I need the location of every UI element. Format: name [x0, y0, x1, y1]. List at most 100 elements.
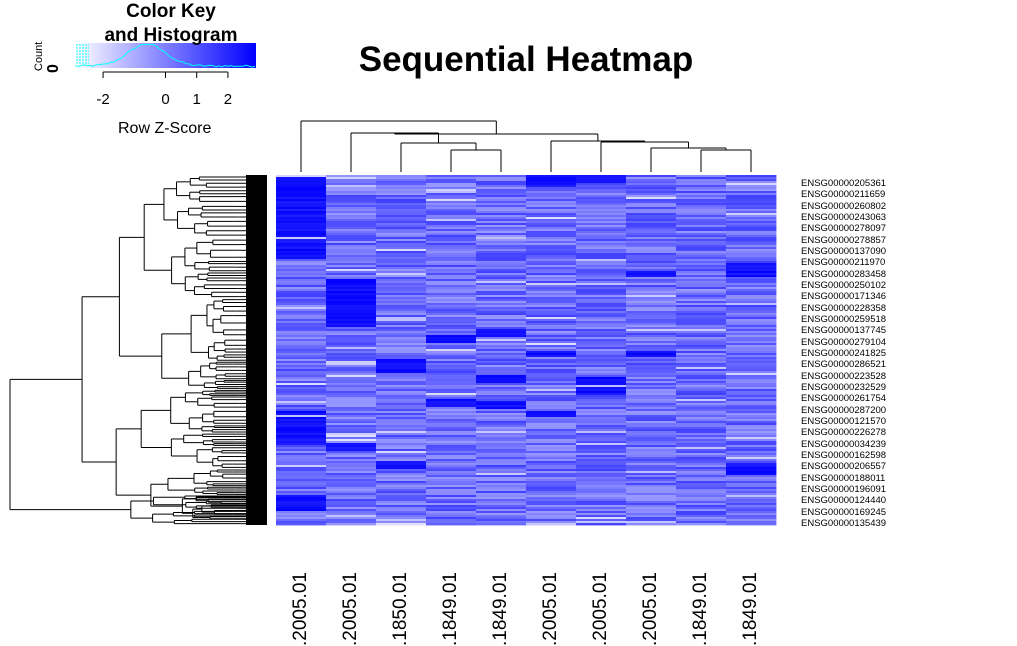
- heatmap-cell: [526, 461, 577, 464]
- heatmap-cell: [676, 483, 727, 486]
- heatmap-cell: [626, 323, 677, 326]
- heatmap-cell: [576, 255, 627, 258]
- heatmap-cell: [276, 427, 327, 430]
- heatmap-cell: [376, 287, 427, 290]
- heatmap-cell: [426, 333, 477, 336]
- heatmap-cell: [476, 289, 527, 292]
- heatmap-cell: [676, 459, 727, 462]
- heatmap-cell: [576, 229, 627, 232]
- heatmap-cell: [476, 265, 527, 268]
- heatmap-cell: [526, 349, 577, 352]
- heatmap-cell: [676, 335, 727, 338]
- heatmap-cell: [726, 463, 777, 466]
- heatmap-cell: [526, 269, 577, 272]
- heatmap-cell: [476, 421, 527, 424]
- heatmap-cell: [726, 313, 777, 316]
- heatmap-cell: [326, 263, 377, 266]
- heatmap-cell: [276, 463, 327, 466]
- heatmap-cell: [476, 427, 527, 430]
- heatmap-cell: [526, 293, 577, 296]
- heatmap-cell: [676, 429, 727, 432]
- heatmap-cell: [576, 249, 627, 252]
- heatmap-cell: [726, 467, 777, 470]
- heatmap-cell: [576, 361, 627, 364]
- heatmap-cell: [626, 179, 677, 182]
- heatmap-cell: [726, 315, 777, 318]
- heatmap-cell: [526, 425, 577, 428]
- heatmap-cell: [326, 399, 377, 402]
- heatmap-cell: [576, 197, 627, 200]
- heatmap-cell: [726, 359, 777, 362]
- row-label: ENSG00000162598: [801, 449, 887, 461]
- heatmap-cell: [726, 369, 777, 372]
- heatmap-cell: [426, 363, 477, 366]
- heatmap-cell: [376, 349, 427, 352]
- heatmap-cell: [576, 217, 627, 220]
- heatmap-cell: [726, 251, 777, 254]
- heatmap-cell: [726, 423, 777, 426]
- heatmap-cell: [476, 229, 527, 232]
- heatmap-cell: [326, 401, 377, 404]
- heatmap-cell: [476, 287, 527, 290]
- heatmap-cell: [626, 407, 677, 410]
- heatmap-cell: [676, 463, 727, 466]
- heatmap-cell: [476, 447, 527, 450]
- heatmap-cell: [676, 325, 727, 328]
- heatmap-cell: [576, 293, 627, 296]
- heatmap-cell: [476, 369, 527, 372]
- heatmap-cell: [326, 367, 377, 370]
- heatmap-cell: [576, 417, 627, 420]
- heatmap-cell: [376, 191, 427, 194]
- heatmap-cell: [676, 417, 727, 420]
- heatmap-cell: [376, 367, 427, 370]
- heatmap-cell: [376, 495, 427, 498]
- heatmap-cell: [526, 469, 577, 472]
- heatmap-cell: [576, 473, 627, 476]
- heatmap-cell: [526, 367, 577, 370]
- heatmap-cell: [376, 237, 427, 240]
- heatmap-cell: [676, 269, 727, 272]
- heatmap-cell: [326, 283, 377, 286]
- heatmap-cell: [626, 209, 677, 212]
- heatmap-cell: [426, 393, 477, 396]
- heatmap-cell: [376, 357, 427, 360]
- heatmap-cell: [676, 511, 727, 514]
- heatmap-cell: [476, 373, 527, 376]
- heatmap-cell: [626, 251, 677, 254]
- heatmap-cell: [276, 255, 327, 258]
- heatmap-cell: [376, 285, 427, 288]
- heatmap-cell: [626, 331, 677, 334]
- heatmap-cell: [326, 425, 377, 428]
- heatmap-cell: [526, 313, 577, 316]
- heatmap-cell: [676, 319, 727, 322]
- heatmap-cell: [276, 393, 327, 396]
- heatmap-cell: [576, 187, 627, 190]
- heatmap-cell: [476, 317, 527, 320]
- heatmap-cell: [326, 291, 377, 294]
- heatmap-cell: [726, 325, 777, 328]
- heatmap-cell: [276, 473, 327, 476]
- heatmap-cell: [426, 407, 477, 410]
- row-label: ENSG00000250102: [801, 280, 887, 291]
- heatmap-cell: [476, 451, 527, 454]
- heatmap-cell: [676, 333, 727, 336]
- heatmap-cell: [676, 177, 727, 180]
- heatmap-cell: [426, 465, 477, 468]
- heatmap-cell: [426, 459, 477, 462]
- heatmap-cell: [276, 317, 327, 320]
- heatmap-cell: [676, 225, 727, 228]
- row-label: ENSG00000287200: [801, 404, 887, 416]
- heatmap-cell: [376, 239, 427, 242]
- heatmap-cell: [376, 201, 427, 204]
- heatmap-cell: [726, 379, 777, 382]
- heatmap-cell: [376, 235, 427, 238]
- heatmap-cell: [526, 295, 577, 298]
- heatmap-cell: [676, 179, 727, 182]
- heatmap-cell: [526, 399, 577, 402]
- heatmap-cell: [276, 387, 327, 390]
- heatmap-cell: [276, 213, 327, 216]
- heatmap-cell: [476, 199, 527, 202]
- heatmap-cell: [526, 503, 577, 506]
- heatmap-cell: [426, 335, 477, 338]
- heatmap-cell: [676, 425, 727, 428]
